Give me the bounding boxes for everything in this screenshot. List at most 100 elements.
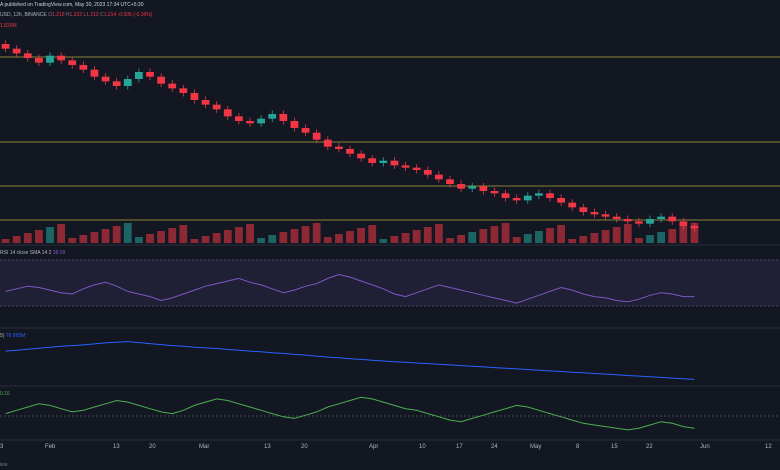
candle-body [268, 114, 277, 119]
volume-bar [512, 237, 521, 243]
footer: iew [0, 462, 8, 468]
volume-bar [623, 224, 632, 243]
candle-body [679, 221, 688, 226]
rsi-line [5, 273, 695, 304]
candle-body [279, 114, 288, 121]
volume-bar [190, 239, 199, 243]
volume-bar [357, 228, 365, 243]
volume-bar [368, 225, 377, 243]
x-tick: 20 [149, 444, 156, 450]
volume-bar [657, 232, 665, 243]
volume-bar [423, 227, 432, 243]
candle-body [23, 53, 32, 58]
candle-body [446, 179, 454, 184]
candle-body [12, 48, 21, 54]
candle-body [468, 186, 477, 189]
high-value: 1.222 [69, 12, 83, 18]
candle-body [346, 149, 354, 154]
volume-bar [612, 227, 621, 243]
volume-bar [379, 239, 388, 243]
candle-body [123, 79, 132, 86]
volume-bar [557, 225, 565, 243]
low-value: 1.212 [86, 12, 99, 18]
open-value: 1.219 [51, 12, 65, 18]
volume-bar [401, 233, 410, 243]
volume-bar [490, 226, 499, 243]
candle-body [146, 72, 154, 77]
candle-body [646, 219, 654, 224]
volume-bar [12, 236, 21, 243]
candle-body [590, 212, 599, 215]
candle-body [323, 139, 332, 147]
x-tick: 15 [611, 444, 618, 450]
candle-body [601, 214, 610, 217]
candle-body [501, 193, 510, 198]
volume-bar [446, 238, 454, 243]
candle-body [312, 132, 321, 140]
volume-bar [635, 238, 643, 243]
candle-body [290, 121, 299, 128]
x-tick: 8 [576, 444, 580, 450]
volume-bar [668, 229, 677, 243]
obv-value: 76.965M [5, 333, 26, 339]
volume-bar [201, 236, 210, 243]
x-tick: Feb [45, 444, 56, 450]
close-value: 1.214 [103, 12, 117, 18]
candle-body [157, 76, 165, 84]
candle-body [301, 128, 310, 133]
volume-readout: 1.826M [0, 23, 17, 29]
volume-bar [157, 231, 165, 243]
candle-body [557, 198, 565, 203]
footer-text: iew [0, 462, 8, 468]
volume-bar [323, 237, 332, 243]
candle-body [135, 72, 143, 79]
volume-bar [112, 226, 121, 243]
x-tick: 22 [646, 444, 653, 450]
volume-bar [601, 230, 610, 243]
volume-bar [335, 234, 343, 243]
volume-bar [579, 236, 588, 243]
candle-body [223, 109, 232, 117]
candle-body [612, 216, 621, 219]
rsi-legend: RSI 14 close SMA 14 2 38.09 [0, 250, 65, 256]
volume-value: 1.826M [0, 23, 17, 29]
candle-body [435, 174, 443, 180]
rsi-band [0, 260, 780, 306]
candle-body [657, 216, 665, 219]
volume-bar [57, 224, 65, 243]
cmf-value: 0.16 [0, 391, 10, 397]
volume-bar [346, 231, 354, 243]
candle-body [190, 93, 199, 100]
candle-body [35, 58, 43, 63]
candle-body [423, 170, 432, 175]
candle-body [568, 202, 577, 208]
volume-bar [435, 224, 443, 243]
candle-body [112, 81, 121, 86]
candle-body [412, 167, 421, 170]
candle-body [390, 160, 399, 166]
volume-bar [146, 234, 154, 243]
cmf-legend: 0.16 [0, 391, 10, 397]
candle-body [379, 160, 388, 163]
volume-bar [412, 230, 421, 243]
volume-bar [290, 229, 299, 243]
volume-bar [279, 232, 288, 243]
candle-body [535, 193, 543, 196]
cmf-line [5, 396, 695, 431]
volume-bar [35, 230, 43, 243]
volume-bar [468, 232, 477, 243]
volume-bar [179, 225, 188, 243]
candle-body [201, 100, 210, 105]
publish-header: A published on TradingView.com, May 30, … [0, 2, 143, 8]
publish-title: A published on TradingView.com, May 30, … [0, 2, 144, 8]
candle-body [512, 198, 521, 201]
volume-bar [679, 226, 688, 243]
candle-body [257, 118, 265, 124]
candle-body [357, 153, 365, 159]
volume-bar [46, 227, 54, 243]
volume-bar [79, 235, 88, 243]
candle-body [212, 104, 221, 110]
candle-body [179, 88, 188, 93]
